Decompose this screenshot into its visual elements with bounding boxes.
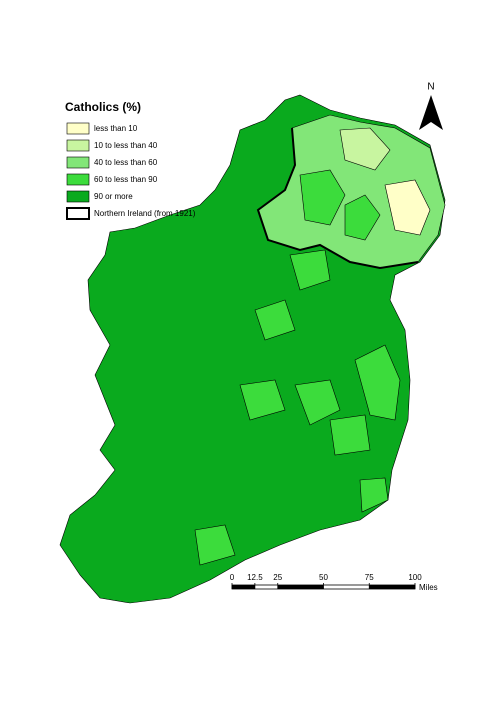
legend-swatch bbox=[66, 190, 90, 203]
legend: Catholics (%) less than 10 10 to less tha… bbox=[65, 100, 196, 220]
north-arrow: N bbox=[419, 82, 443, 130]
legend-label: less than 10 bbox=[94, 124, 138, 133]
region bbox=[359, 477, 389, 513]
region bbox=[354, 344, 401, 421]
scale-label: 50 bbox=[319, 573, 328, 582]
legend-swatch bbox=[66, 139, 90, 152]
region bbox=[344, 194, 381, 241]
region bbox=[254, 299, 296, 341]
region bbox=[194, 524, 236, 566]
legend-label: Northern Ireland (from 1921) bbox=[94, 209, 196, 218]
legend-label: 90 or more bbox=[94, 192, 133, 201]
scale-unit: Miles bbox=[419, 583, 438, 592]
legend-swatch bbox=[66, 173, 90, 186]
ireland-map bbox=[59, 94, 446, 604]
region bbox=[339, 127, 391, 171]
scale-label: 25 bbox=[273, 573, 282, 582]
legend-label: 40 to less than 60 bbox=[94, 158, 158, 167]
scale-segment bbox=[232, 585, 255, 589]
legend-label: 10 to less than 40 bbox=[94, 141, 158, 150]
scale-segment bbox=[369, 585, 415, 589]
legend-swatch bbox=[66, 207, 90, 220]
region bbox=[239, 379, 286, 421]
scale-label: 12.5 bbox=[247, 573, 263, 582]
region bbox=[384, 179, 431, 236]
scale-label: 100 bbox=[408, 573, 422, 582]
scale-label: 0 bbox=[230, 573, 235, 582]
legend-swatch bbox=[66, 156, 90, 169]
north-label: N bbox=[427, 82, 434, 93]
scale-segment bbox=[277, 585, 324, 589]
region bbox=[299, 169, 346, 226]
region bbox=[329, 414, 371, 456]
legend-swatch bbox=[66, 122, 90, 135]
scale-label: 75 bbox=[365, 573, 374, 582]
ni-border bbox=[256, 127, 419, 270]
legend-label: 60 to less than 90 bbox=[94, 175, 158, 184]
legend-title: Catholics (%) bbox=[65, 100, 141, 114]
north-arrow-icon bbox=[419, 95, 443, 130]
region bbox=[294, 379, 341, 426]
region bbox=[289, 249, 331, 291]
